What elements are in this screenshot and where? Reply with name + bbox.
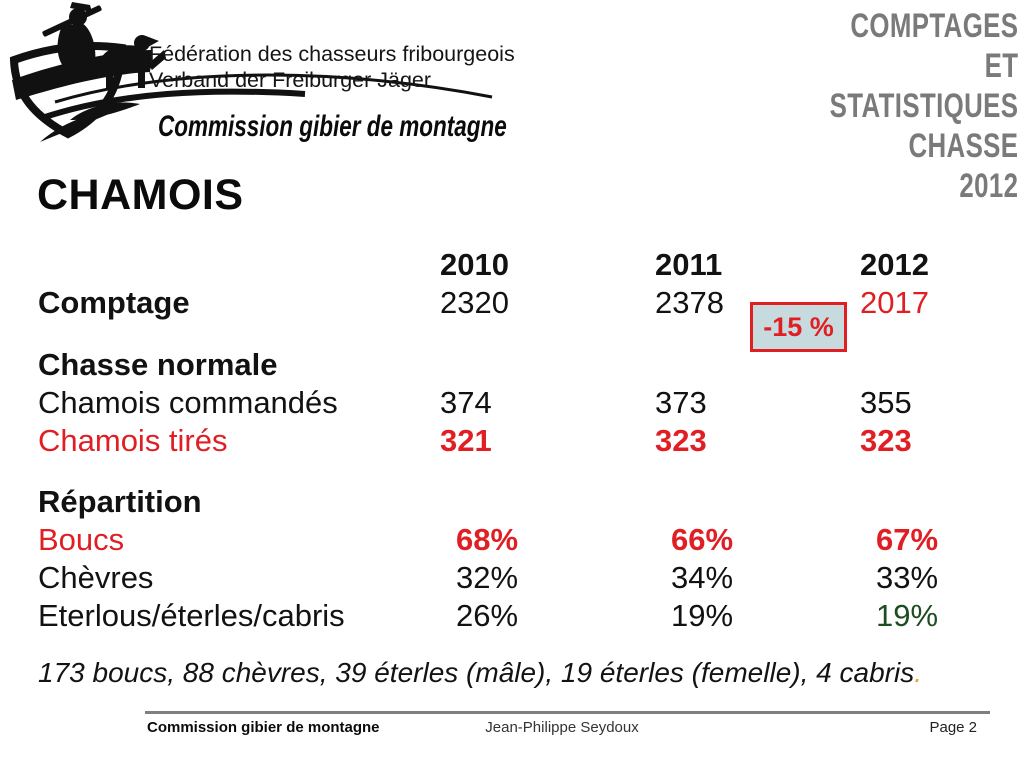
table-cell: 19% (671, 598, 734, 633)
table-cell-highlight: 66% (671, 522, 734, 557)
organization-name-fr: Fédération des chasseurs fribourgeois (149, 42, 515, 66)
table-cell: 355 (860, 385, 912, 420)
table-cell-highlight: 67% (876, 522, 939, 557)
table-row-eterlous: Eterlous/éterles/cabris 26% 19% 19% (38, 597, 998, 635)
table-cell-highlight: 323 (655, 423, 707, 458)
table-cell-highlight: 321 (440, 423, 492, 458)
header-line-et: ET (984, 47, 1018, 85)
section-label: Répartition (38, 484, 202, 519)
table-cell: 32% (456, 560, 519, 595)
table-cell-green: 19% (876, 598, 939, 633)
year-header-spacer (38, 246, 440, 284)
table-cell: 2320 (440, 285, 509, 320)
table-cell-highlight: 68% (456, 522, 519, 557)
header-line-year: 2012 (958, 167, 1018, 205)
footer-page-number: Page 2 (929, 719, 978, 736)
footer-divider (145, 711, 990, 714)
statistics-table: 2010 2011 2012 Comptage 2320 2378 2017 C… (38, 246, 998, 635)
table-cell: 373 (655, 385, 707, 420)
commission-subtitle: Commission gibier de montagne (158, 110, 507, 143)
year-column-header-2011: 2011 (655, 247, 723, 282)
table-cell-highlight: 323 (860, 423, 912, 458)
row-label: Chèvres (38, 560, 154, 595)
page-title: CHAMOIS (37, 171, 244, 219)
table-row-chevres: Chèvres 32% 34% 33% (38, 559, 998, 597)
table-cell: 34% (671, 560, 734, 595)
table-row-chamois-commandes: Chamois commandés 374 373 355 (38, 384, 998, 422)
detail-note: 173 boucs, 88 chèvres, 39 éterles (mâle)… (38, 657, 922, 689)
detail-note-period: . (914, 657, 922, 688)
row-label: Comptage (38, 285, 190, 320)
row-label: Eterlous/éterles/cabris (38, 598, 345, 633)
federation-hunter-dog-logo-icon (9, 2, 493, 142)
organization-name-de: Verband der Freiburger Jäger (149, 68, 432, 92)
minus-15-percent-callout: -15 % (750, 302, 847, 352)
table-cell-highlight: 2017 (860, 285, 929, 320)
table-cell: 2378 (655, 285, 724, 320)
table-cell: 374 (440, 385, 492, 420)
table-cell: 33% (876, 560, 939, 595)
table-row-section-chasse-normale: Chasse normale (38, 346, 998, 384)
table-row-boucs: Boucs 68% 66% 67% (38, 521, 998, 559)
year-column-header-2010: 2010 (440, 247, 509, 282)
detail-note-text: 173 boucs, 88 chèvres, 39 éterles (mâle)… (38, 657, 915, 688)
section-label: Chasse normale (38, 347, 278, 382)
header-line-chasse: CHASSE (908, 127, 1018, 165)
table-row-chamois-tires: Chamois tirés 321 323 323 (38, 422, 998, 460)
row-label: Chamois commandés (38, 385, 338, 420)
row-label-highlight: Boucs (38, 522, 125, 557)
table-row-section-repartition: Répartition (38, 483, 998, 521)
footer-author: Jean-Philippe Seydoux (485, 719, 639, 736)
table-row-comptage: Comptage 2320 2378 2017 (38, 284, 998, 322)
table-cell: 26% (456, 598, 519, 633)
row-label-highlight: Chamois tirés (38, 423, 228, 458)
header-line-statistiques: STATISTIQUES (829, 87, 1018, 125)
footer: Commission gibier de montagne Jean-Phili… (147, 719, 977, 736)
year-column-header-2012: 2012 (860, 247, 929, 282)
table-row-years: 2010 2011 2012 (38, 246, 998, 284)
header-line-comptages: COMPTAGES (849, 7, 1018, 45)
footer-commission: Commission gibier de montagne (147, 719, 380, 736)
slide-header-right: COMPTAGES ET STATISTIQUES CHASSE 2012 (829, 6, 1018, 206)
organization-name: Fédération des chasseurs fribourgeois Ve… (149, 41, 515, 93)
